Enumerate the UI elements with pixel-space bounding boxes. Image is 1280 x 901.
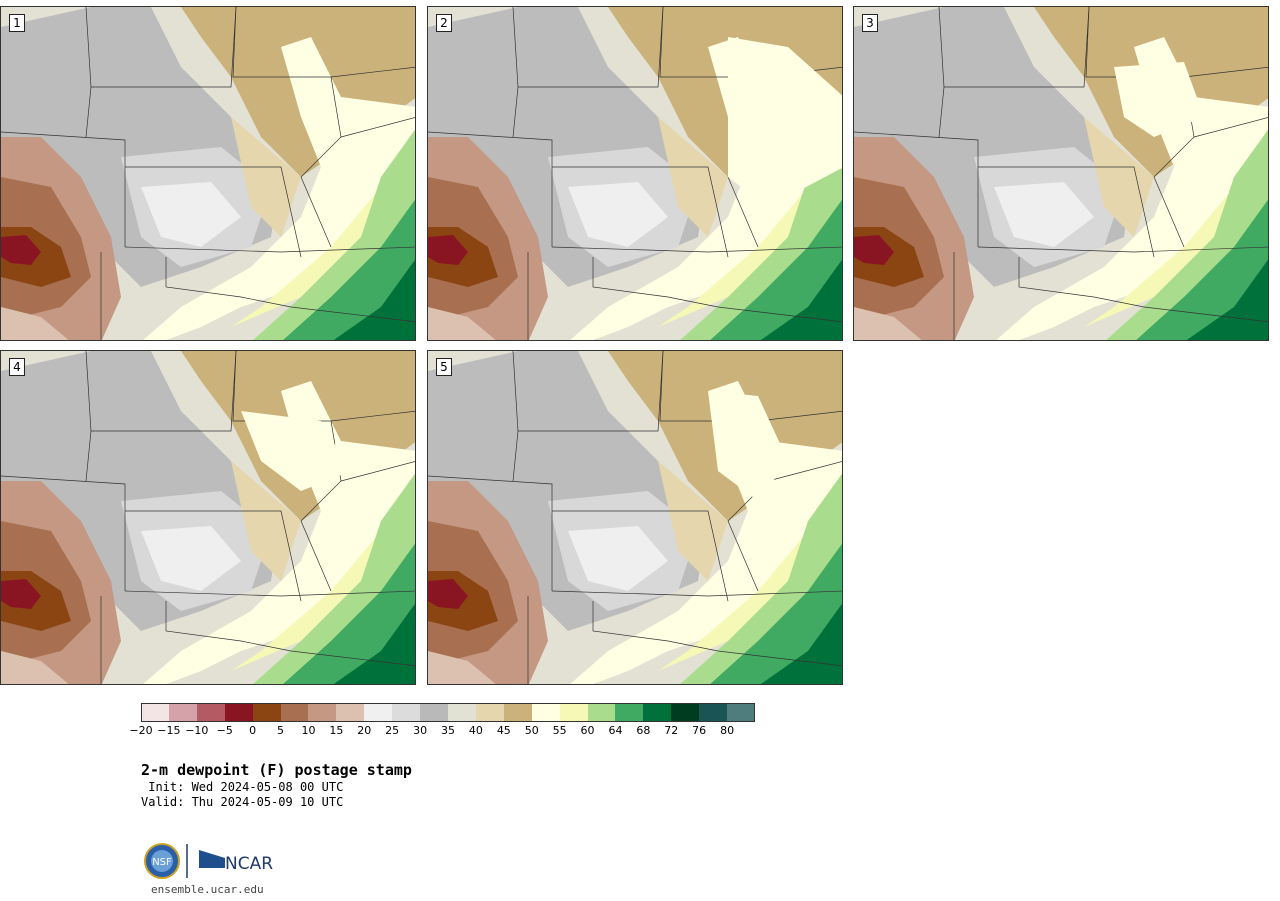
colorbar-box: [559, 703, 589, 722]
colorbar-box: [280, 703, 309, 722]
nsf-ncar-logos: NSF NCAR: [143, 842, 278, 882]
colorbar-tick-label: 25: [385, 724, 400, 737]
colorbar-tick-label: 40: [468, 724, 483, 737]
colorbar-box: [503, 703, 533, 722]
map-panel-4: 4: [0, 350, 416, 685]
colorbar-box: [308, 703, 337, 722]
colorbar-box: [475, 703, 505, 722]
colorbar-tick-label: 30: [413, 724, 428, 737]
colorbar-tick-label: −10: [185, 724, 209, 737]
colorbar-box: [336, 703, 365, 722]
colorbar-box: [392, 703, 421, 722]
dewpoint-map-3: [854, 7, 1268, 340]
colorbar-tick-label: 72: [664, 724, 679, 737]
valid-time: Valid: Thu 2024-05-09 10 UTC: [141, 795, 344, 809]
colorbar-box: [671, 703, 700, 722]
colorbar-box: [531, 703, 561, 722]
colorbar-box: [224, 703, 254, 722]
colorbar-box: [420, 703, 449, 722]
panel-number-5: 5: [436, 358, 452, 376]
colorbar-tick-label: 0: [249, 724, 257, 737]
colorbar-tick-label: 76: [692, 724, 707, 737]
colorbar-box: [448, 703, 477, 722]
website-url: ensemble.ucar.edu: [151, 883, 264, 896]
colorbar-box: [615, 703, 644, 722]
plot-title: 2-m dewpoint (F) postage stamp: [141, 761, 412, 779]
colorbar-tick-label: 50: [524, 724, 539, 737]
colorbar-box: [643, 703, 672, 722]
nsf-logo-icon: NSF NCAR: [144, 843, 273, 879]
colorbar-tick-label: −15: [157, 724, 181, 737]
colorbar-box: [727, 703, 756, 722]
colorbar-tick-label: 68: [636, 724, 651, 737]
colorbar-tick-label: −5: [216, 724, 233, 737]
panel-number-4: 4: [9, 358, 25, 376]
colorbar-box: [196, 703, 226, 722]
panel-number-1: 1: [9, 14, 25, 32]
colorbar-box: [141, 703, 170, 722]
svg-text:NSF: NSF: [152, 857, 172, 868]
colorbar-box: [252, 703, 282, 722]
colorbar-tick-label: 20: [357, 724, 372, 737]
map-panel-3: 3: [853, 6, 1269, 341]
dewpoint-map-5: [428, 351, 842, 684]
colorbar-tick-label: 55: [552, 724, 567, 737]
colorbar-box: [364, 703, 393, 722]
colorbar-box: [168, 703, 198, 722]
ncar-logo-icon: NCAR: [225, 854, 273, 874]
colorbar-box: [587, 703, 616, 722]
colorbar-tick-label: 10: [301, 724, 316, 737]
panel-number-2: 2: [436, 14, 452, 32]
map-panel-1: 1: [0, 6, 416, 341]
colorbar-tick-label: 5: [277, 724, 285, 737]
map-panel-2: 2: [427, 6, 843, 341]
map-panel-5: 5: [427, 350, 843, 685]
init-time: Init: Wed 2024-05-08 00 UTC: [141, 780, 344, 794]
panel-number-3: 3: [862, 14, 878, 32]
colorbar-tick-label: 60: [580, 724, 595, 737]
colorbar-tick-label: 80: [720, 724, 735, 737]
colorbar-tick-label: 64: [608, 724, 623, 737]
colorbar-tick-label: 35: [441, 724, 455, 737]
colorbar-box: [699, 703, 728, 722]
colorbar-tick-label: 45: [496, 724, 511, 737]
colorbar-tick-label: 15: [329, 724, 344, 737]
dewpoint-map-2: [428, 7, 842, 340]
colorbar-tick-label: −20: [129, 724, 153, 737]
dewpoint-map-1: [1, 7, 415, 340]
dewpoint-map-4: [1, 351, 415, 684]
